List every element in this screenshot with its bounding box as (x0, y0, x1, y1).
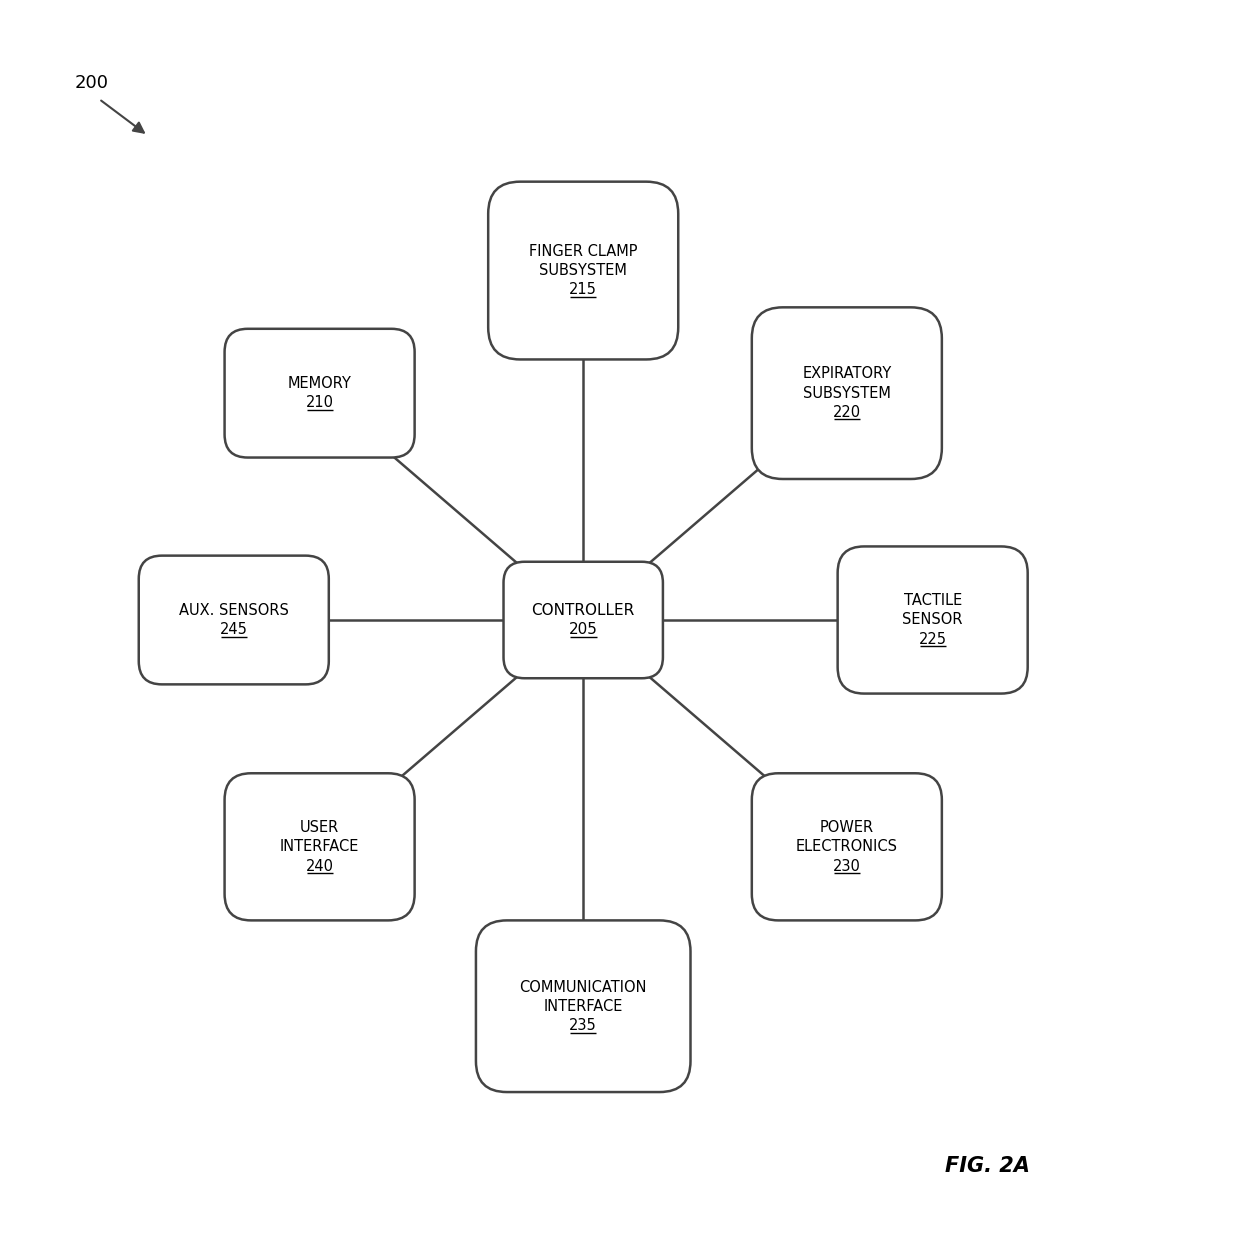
FancyBboxPatch shape (751, 774, 942, 920)
Text: TACTILE
SENSOR
225: TACTILE SENSOR 225 (903, 593, 963, 647)
Text: COMMUNICATION
INTERFACE
235: COMMUNICATION INTERFACE 235 (520, 980, 647, 1033)
FancyBboxPatch shape (503, 562, 663, 678)
FancyBboxPatch shape (224, 774, 414, 920)
FancyBboxPatch shape (751, 308, 942, 479)
Text: EXPIRATORY
SUBSYSTEM
220: EXPIRATORY SUBSYSTEM 220 (802, 367, 892, 420)
FancyBboxPatch shape (476, 920, 691, 1092)
Text: AUX. SENSORS
245: AUX. SENSORS 245 (179, 603, 289, 637)
Text: CONTROLLER
205: CONTROLLER 205 (532, 603, 635, 637)
Text: FINGER CLAMP
SUBSYSTEM
215: FINGER CLAMP SUBSYSTEM 215 (529, 244, 637, 298)
Text: FIG. 2A: FIG. 2A (945, 1156, 1030, 1176)
Text: USER
INTERFACE
240: USER INTERFACE 240 (280, 820, 360, 873)
FancyBboxPatch shape (224, 329, 414, 458)
Text: 200: 200 (74, 74, 108, 93)
FancyBboxPatch shape (139, 556, 329, 684)
Text: MEMORY
210: MEMORY 210 (288, 376, 352, 410)
FancyBboxPatch shape (489, 182, 678, 360)
FancyBboxPatch shape (838, 547, 1028, 693)
Text: POWER
ELECTRONICS
230: POWER ELECTRONICS 230 (796, 820, 898, 873)
